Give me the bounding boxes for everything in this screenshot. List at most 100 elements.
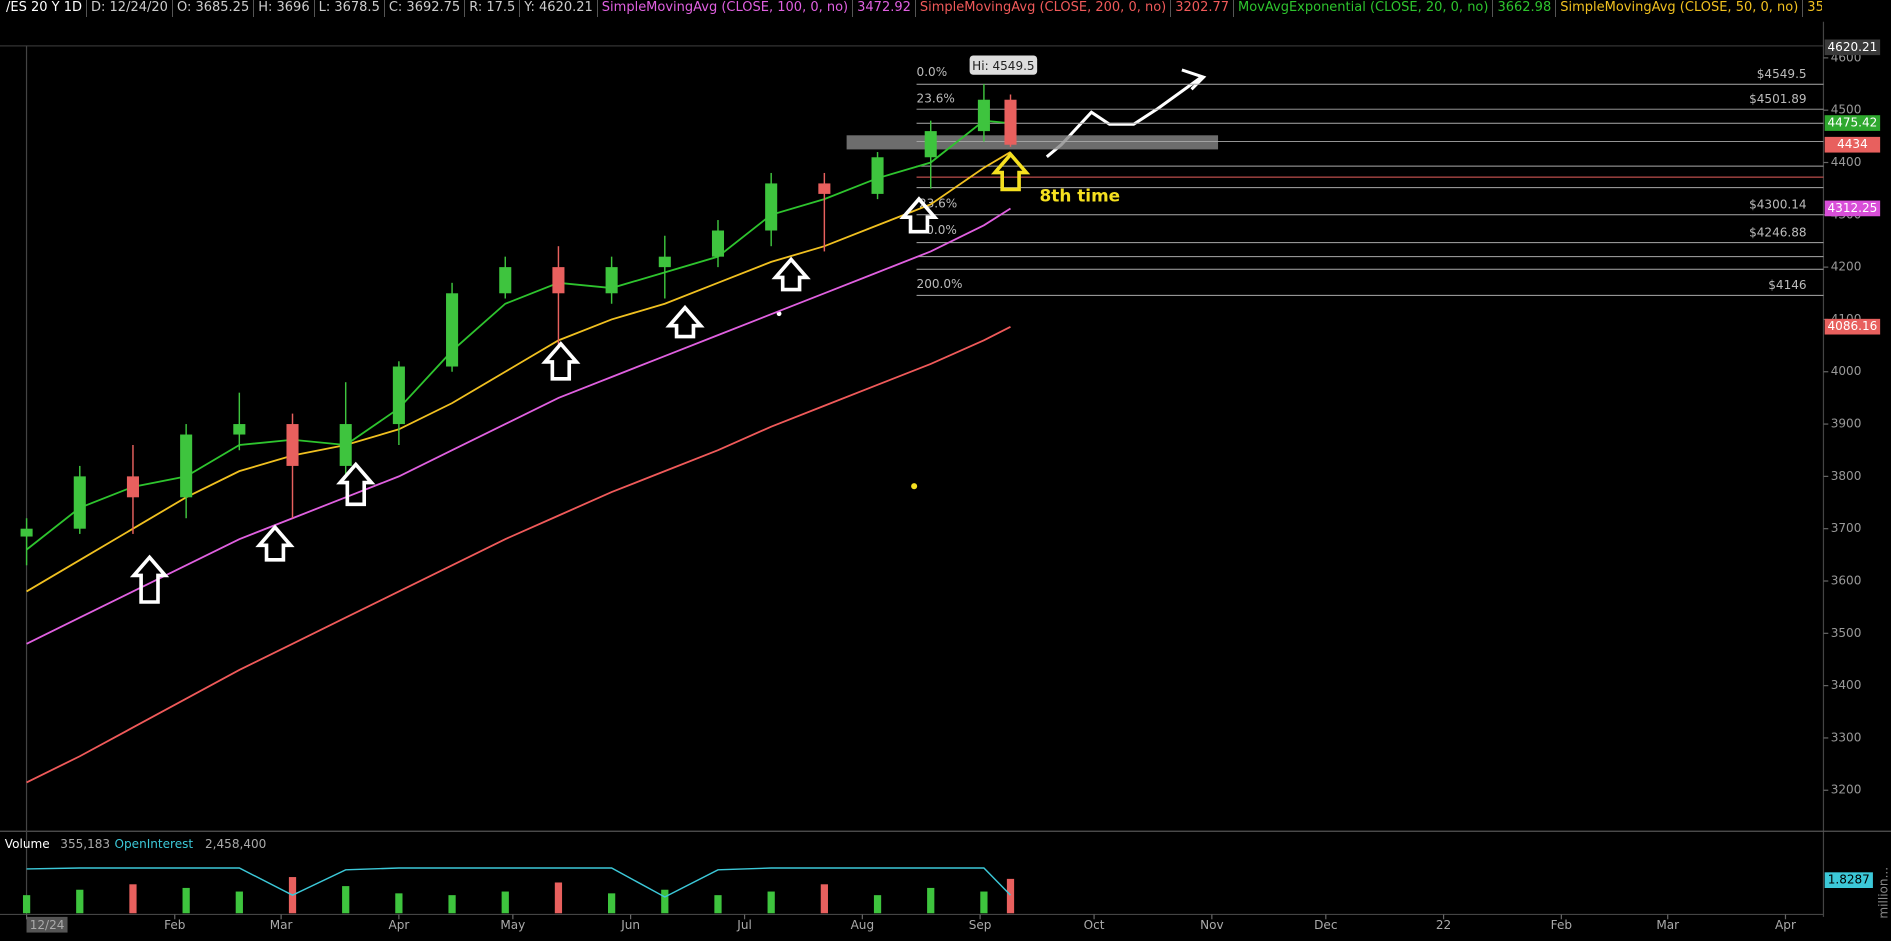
x-tick-label: Feb (164, 918, 185, 932)
volume-bar (501, 891, 509, 914)
hi-label: Hi: 4549.5 (972, 59, 1034, 73)
x-tick-label: Oct (1084, 918, 1105, 932)
y-tick-label: 4200 (1831, 260, 1862, 274)
candle-body (446, 293, 459, 367)
x-tick-label: Dec (1314, 918, 1337, 932)
volume-marker-label: 1.8287 (1828, 873, 1870, 887)
candle-body (180, 434, 193, 498)
quote-field: D: 12/24/20 (87, 0, 173, 17)
fib-text: 0.0% (917, 65, 948, 79)
study-value: 3472.92 (853, 0, 916, 17)
x-tick-label: Feb (1551, 918, 1572, 932)
volume-bar (661, 889, 669, 914)
arrow-annotation (255, 524, 295, 562)
volume-bar (342, 886, 350, 914)
x-tick-label: Apr (388, 918, 409, 932)
fib-label: $4501.89 (1749, 92, 1806, 106)
fib-text: 200.0% (917, 277, 963, 291)
candle-body (499, 267, 512, 294)
y-tick-label: 3800 (1831, 469, 1862, 483)
arrow-annotation (541, 341, 581, 381)
volume-bar (395, 893, 403, 914)
y-tick-label: 3600 (1831, 574, 1862, 588)
x-tick-label: Aug (851, 918, 875, 932)
volume-bar (448, 895, 456, 914)
moving-average (26, 325, 1011, 784)
cursor-date-box (26, 916, 68, 933)
moving-average (26, 207, 1011, 645)
oi-title: OpenInterest (115, 837, 194, 851)
candle-body (818, 183, 831, 194)
moving-average (26, 151, 1011, 593)
arrow-annotation (771, 256, 811, 292)
candle-body (977, 99, 990, 132)
y-tick-label: 4000 (1831, 364, 1862, 378)
arrow-annotation (129, 554, 170, 604)
arrow-annotation (899, 196, 939, 234)
candle-body (924, 131, 937, 158)
hi-label-box (969, 55, 1038, 75)
volume-unit: million... (1876, 867, 1890, 919)
fib-text: 23.6% (919, 196, 957, 210)
arrow-annotation (990, 151, 1031, 192)
volume-bar (820, 884, 828, 914)
volume-bar (608, 893, 616, 914)
arrow-annotation (336, 461, 376, 507)
fib-label: $4549.5 (1757, 67, 1807, 81)
price-marker-label: 4312.25 (1827, 201, 1877, 215)
volume-bar (1006, 878, 1015, 914)
quote-field: H: 3696 (254, 0, 315, 17)
x-tick-label: Apr (1775, 918, 1796, 932)
zone (846, 135, 1219, 150)
price-marker (1824, 39, 1881, 56)
y-tick-label: 3300 (1831, 730, 1862, 744)
price-marker-label: 4086.16 (1827, 319, 1877, 333)
candle-body (765, 183, 778, 231)
header: /ES 20 Y 1D D: 12/24/20 O: 3685.25 H: 3696 L… (2, 0, 1822, 17)
price-marker (1824, 318, 1881, 335)
volume-bar (980, 891, 988, 914)
candle-body (552, 267, 565, 294)
annotation: 8th time (1040, 186, 1121, 206)
candle-body (658, 256, 671, 268)
study-name: SimpleMovingAvg (CLOSE, 200, 0, no) (916, 0, 1172, 17)
volume-last: 355,183 (60, 837, 110, 851)
fib-label: $4246.88 (1749, 225, 1806, 239)
x-tick-label: Jun (620, 918, 640, 932)
price-marker-label: 4475.42 (1827, 116, 1877, 130)
volume-bar (129, 884, 137, 914)
fib-text: 23.6% (917, 91, 955, 105)
study-name: SimpleMovingAvg (CLOSE, 100, 0, no) (598, 0, 854, 17)
candle-body (1004, 99, 1017, 145)
moving-average (26, 119, 1011, 551)
symbol: /ES 20 Y 1D (2, 0, 88, 17)
study-value: 3662.98 (1493, 0, 1557, 17)
candle-body (233, 424, 246, 435)
volume-bar (714, 895, 722, 914)
volume-bar (927, 887, 935, 914)
volume-bar (873, 895, 882, 914)
volume-bar (554, 882, 563, 914)
x-tick-label: Nov (1200, 918, 1224, 932)
price-marker (1824, 115, 1881, 131)
price-marker-label: 4434 (1837, 137, 1868, 151)
quote-field: C: 3692.75 (385, 0, 466, 17)
x-tick-label: Sep (969, 918, 992, 932)
volume-title: Volume (5, 837, 50, 851)
fib-label: $4300.14 (1749, 198, 1806, 212)
x-tick-label: 12/24 (30, 918, 65, 932)
candle-body (286, 424, 299, 466)
x-tick-label: Jul (736, 918, 752, 932)
candle-body (339, 424, 352, 466)
candle-body (392, 366, 405, 425)
study-name: MovAvgExponential (CLOSE, 20, 0, no) (1234, 0, 1494, 17)
dot (911, 483, 918, 490)
arrow-annotation (665, 304, 705, 339)
study-value: 3558.33 (1803, 0, 1822, 17)
y-tick-label: 3200 (1831, 783, 1862, 797)
price-marker-label: 4620.21 (1827, 40, 1877, 54)
x-tick-label: 22 (1436, 918, 1451, 932)
x-tick-label: Mar (270, 918, 293, 932)
quote-field: L: 3678.5 (315, 0, 385, 17)
